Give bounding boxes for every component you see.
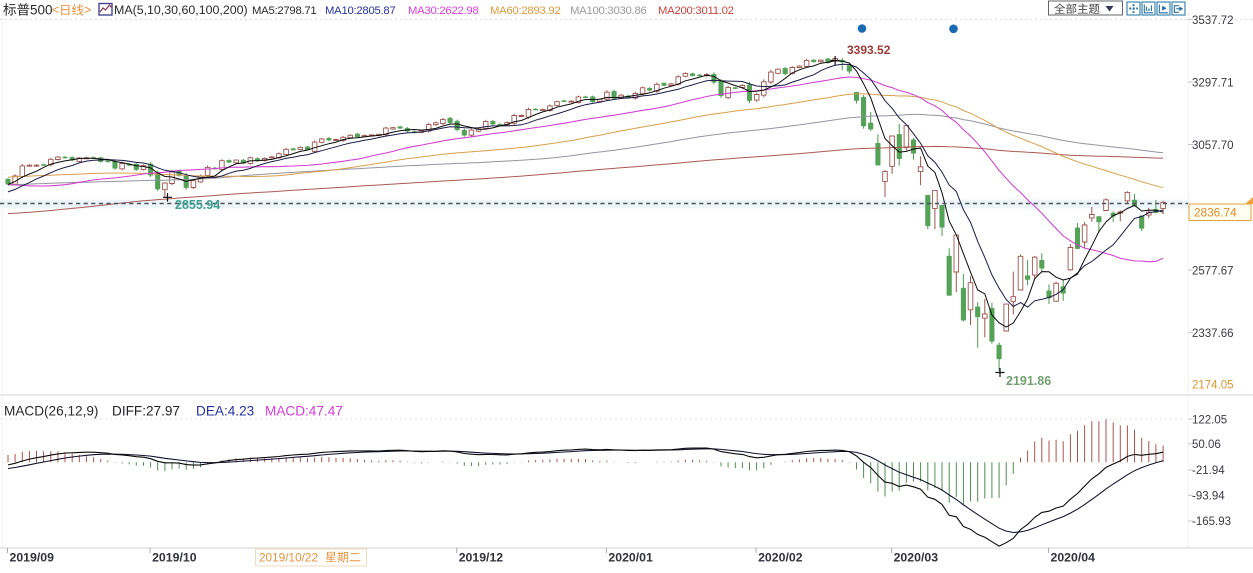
svg-text:MA30:2622.98: MA30:2622.98 — [408, 5, 479, 17]
svg-text:3057.70: 3057.70 — [1192, 140, 1234, 152]
svg-text:MA5:2798.71: MA5:2798.71 — [252, 5, 316, 17]
svg-text:2836.74: 2836.74 — [1194, 206, 1237, 220]
svg-text:2020/04: 2020/04 — [1051, 551, 1096, 565]
svg-text:<: < — [52, 3, 59, 17]
svg-text:MA(5,10,30,60,100,200): MA(5,10,30,60,100,200) — [114, 3, 248, 17]
svg-text:2019/09: 2019/09 — [10, 551, 55, 565]
svg-text:3393.52: 3393.52 — [847, 43, 891, 57]
svg-text:2855.94: 2855.94 — [175, 198, 220, 212]
svg-text:MACD(26,12,9): MACD(26,12,9) — [4, 404, 98, 419]
svg-text:2337.66: 2337.66 — [1192, 328, 1234, 340]
svg-text:MACD:47.47: MACD:47.47 — [265, 404, 343, 419]
svg-text:DEA:4.23: DEA:4.23 — [196, 404, 254, 419]
svg-text:DIFF:27.97: DIFF:27.97 — [112, 404, 180, 419]
svg-text:500: 500 — [30, 3, 53, 18]
svg-text:-93.94: -93.94 — [1192, 491, 1225, 503]
svg-text:2019/10/22: 2019/10/22 — [259, 551, 318, 565]
svg-text:3297.71: 3297.71 — [1192, 77, 1234, 89]
svg-text:MA100:3030.86: MA100:3030.86 — [570, 5, 647, 17]
svg-text:2174.05: 2174.05 — [1192, 380, 1234, 392]
svg-text:2577.67: 2577.67 — [1192, 265, 1234, 277]
svg-text:MA200:3011.02: MA200:3011.02 — [658, 5, 734, 17]
svg-text:2020/02: 2020/02 — [758, 551, 803, 565]
svg-text:2019/10: 2019/10 — [152, 551, 197, 565]
svg-text:-165.93: -165.93 — [1192, 516, 1231, 528]
svg-text:-21.94: -21.94 — [1192, 465, 1225, 477]
svg-text:MA10:2805.87: MA10:2805.87 — [325, 5, 396, 17]
svg-text:2020/01: 2020/01 — [608, 551, 653, 565]
svg-text:2019/12: 2019/12 — [459, 551, 504, 565]
svg-text:2020/03: 2020/03 — [894, 551, 939, 565]
svg-text:122.05: 122.05 — [1192, 414, 1227, 426]
svg-text:50.06: 50.06 — [1192, 439, 1221, 451]
svg-text:MA60:2893.92: MA60:2893.92 — [490, 5, 561, 17]
svg-text:3537.72: 3537.72 — [1192, 15, 1234, 27]
svg-text:>: > — [84, 3, 91, 17]
svg-text:2191.86: 2191.86 — [1006, 374, 1051, 388]
